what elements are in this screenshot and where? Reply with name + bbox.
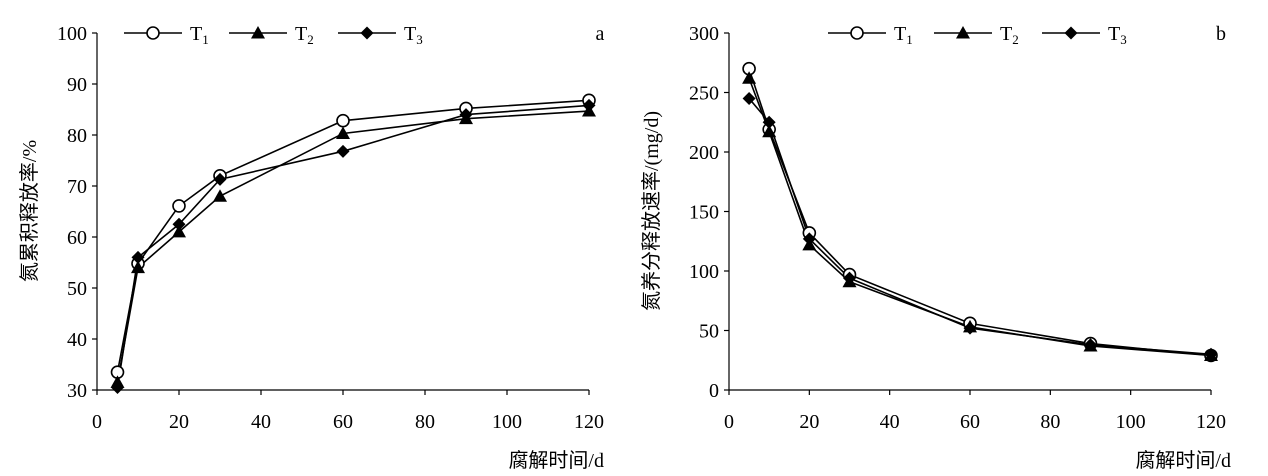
- panel-letter: b: [1216, 23, 1226, 45]
- data-point-T3: [111, 380, 124, 394]
- data-point-T2: [336, 126, 350, 139]
- y-axis-label: 氮累积释放率/%: [18, 140, 41, 282]
- legend-marker: [956, 26, 970, 39]
- series-line-T3: [748, 97, 1212, 356]
- y-tick-label: 90: [67, 74, 87, 96]
- y-tick-label: 300: [689, 23, 719, 45]
- data-point-T3: [582, 98, 596, 112]
- y-tick-label: 50: [67, 278, 87, 300]
- y-tick-label: 80: [67, 125, 87, 147]
- data-point-T2: [762, 124, 777, 138]
- legend-item-T1: T1: [124, 23, 209, 47]
- data-point-T3: [742, 91, 756, 105]
- x-tick-label: 60: [333, 411, 353, 433]
- legend-item-T1: T1: [828, 23, 913, 47]
- data-point-T1: [336, 113, 350, 128]
- data-point-T2: [131, 260, 145, 274]
- data-point-T3: [802, 232, 816, 246]
- legend-label: T1: [190, 23, 209, 47]
- x-tick-label: 100: [1116, 411, 1146, 433]
- data-point-T1: [172, 199, 186, 213]
- data-point-T2: [213, 189, 227, 202]
- y-tick-label: 250: [689, 83, 719, 105]
- x-tick-label: 80: [1040, 411, 1060, 433]
- data-point-T3: [843, 271, 856, 285]
- legend-marker: [251, 26, 265, 39]
- x-tick-label: 20: [799, 411, 819, 433]
- data-point-T3: [213, 172, 227, 186]
- legend-label: T1: [894, 23, 913, 47]
- series-line-T2: [748, 77, 1212, 357]
- panel-letter: a: [596, 23, 605, 45]
- data-point-T2: [172, 224, 186, 238]
- y-tick-label: 0: [709, 380, 719, 402]
- data-point-T3: [131, 250, 145, 264]
- data-point-T3: [1084, 338, 1097, 352]
- legend-marker: [1064, 26, 1078, 40]
- x-tick-label: 40: [880, 411, 900, 433]
- y-tick-label: 60: [67, 227, 87, 249]
- x-tick-label: 20: [169, 411, 189, 433]
- x-tick-label: 100: [492, 411, 522, 433]
- y-tick-label: 70: [67, 176, 87, 198]
- legend-label: T3: [1108, 23, 1127, 47]
- chart-panel-a: 30 40 50 60 70 80 90 100 0 20 40 60 80 100 120 腐解时间/d 氮累…: [18, 23, 605, 472]
- x-tick-label: 120: [574, 411, 604, 433]
- data-point-T3: [336, 144, 350, 158]
- x-axis-label: 腐解时间/d: [508, 449, 604, 472]
- y-tick-label: 30: [67, 380, 87, 402]
- y-tick-label: 200: [689, 142, 719, 164]
- legend-marker: [360, 26, 374, 40]
- data-point-T3: [1204, 347, 1218, 361]
- legend-label: T2: [1000, 23, 1019, 47]
- data-point-T2: [742, 71, 757, 84]
- y-tick-label: 100: [57, 23, 87, 45]
- legend-item-T2: T2: [229, 23, 314, 47]
- x-tick-label: 120: [1196, 411, 1226, 433]
- series-line-T3: [116, 104, 590, 388]
- y-tick-label: 50: [699, 321, 719, 343]
- data-point-T3: [459, 108, 473, 122]
- y-tick-label: 40: [67, 329, 87, 351]
- x-tick-label: 0: [92, 411, 102, 433]
- series-line-T1: [116, 99, 590, 373]
- legend-label: T2: [295, 23, 314, 47]
- legend-label: T3: [404, 23, 423, 47]
- legend-marker: [146, 26, 160, 40]
- y-tick-label: 150: [689, 202, 719, 224]
- x-tick-label: 0: [724, 411, 734, 433]
- chart-panel-b: 0 50 100 150 200 250 300 0 20 40 60 80 100 120 腐解时间/d 氮…: [640, 23, 1231, 472]
- x-tick-label: 60: [960, 411, 980, 433]
- data-point-T3: [762, 115, 776, 129]
- x-tick-label: 80: [415, 411, 435, 433]
- x-axis-label: 腐解时间/d: [1135, 449, 1231, 472]
- series-line-T1: [748, 68, 1212, 357]
- data-point-T3: [963, 321, 977, 335]
- legend-item-T3: T3: [1042, 23, 1127, 47]
- legend-item-T3: T3: [338, 23, 423, 47]
- x-tick-label: 40: [251, 411, 271, 433]
- legend-marker: [850, 26, 864, 40]
- legend-item-T2: T2: [934, 23, 1019, 47]
- y-axis-label: 氮养分释放速率/(mg/d): [640, 111, 663, 311]
- y-tick-label: 100: [689, 261, 719, 283]
- series-line-T2: [116, 110, 590, 383]
- data-point-T3: [172, 217, 186, 231]
